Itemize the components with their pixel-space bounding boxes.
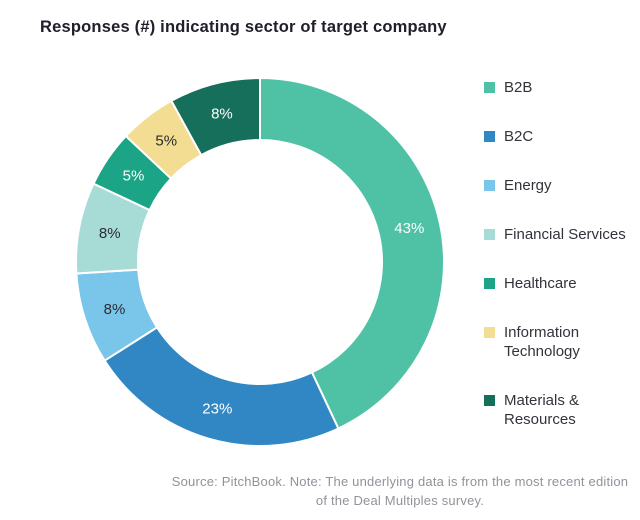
legend-swatch-icon: [484, 229, 495, 240]
legend-swatch-icon: [484, 327, 495, 338]
legend-label: Financial Services: [504, 226, 626, 243]
donut-slice-b2c: [103, 326, 340, 447]
slice-value-label: 5%: [123, 168, 145, 185]
legend-label: Information Technology: [504, 324, 580, 360]
legend-swatch-icon: [484, 180, 495, 191]
legend-label: Materials & Resources: [504, 392, 580, 428]
legend-item-b2c: B2C: [484, 127, 634, 146]
legend-item-financial-services: Financial Services: [484, 225, 634, 244]
legend-swatch-icon: [484, 278, 495, 289]
legend-item-healthcare: Healthcare: [484, 274, 634, 293]
slice-value-label: 8%: [99, 225, 121, 242]
legend-item-information-technology: Information Technology: [484, 323, 634, 361]
legend-item-materials-resources: Materials & Resources: [484, 391, 634, 429]
legend-label: Healthcare: [504, 275, 577, 292]
legend-swatch-icon: [484, 82, 495, 93]
chart-title: Responses (#) indicating sector of targe…: [40, 18, 447, 36]
legend-label: B2B: [504, 79, 533, 96]
slice-value-label: 8%: [211, 105, 233, 122]
donut-slice-materials-resources: [170, 77, 261, 157]
slice-value-label: 5%: [155, 133, 177, 150]
slice-value-label: 8%: [104, 301, 126, 318]
legend: B2B B2C Energy Financial Services Healthcare…: [484, 78, 634, 429]
slice-value-label: 23%: [202, 400, 232, 417]
legend-item-b2b: B2B: [484, 78, 634, 97]
legend-swatch-icon: [484, 131, 495, 142]
legend-item-energy: Energy: [484, 176, 634, 195]
donut-chart: 43% 23% 8% 8% 5% 5% 8%: [75, 77, 445, 447]
slice-value-label: 43%: [394, 220, 424, 237]
legend-label: B2C: [504, 128, 534, 145]
legend-label: Energy: [504, 177, 552, 194]
legend-swatch-icon: [484, 395, 495, 406]
source-note: Source: PitchBook. Note: The underlying …: [171, 474, 629, 508]
donut-slice-b2b: [259, 77, 445, 430]
